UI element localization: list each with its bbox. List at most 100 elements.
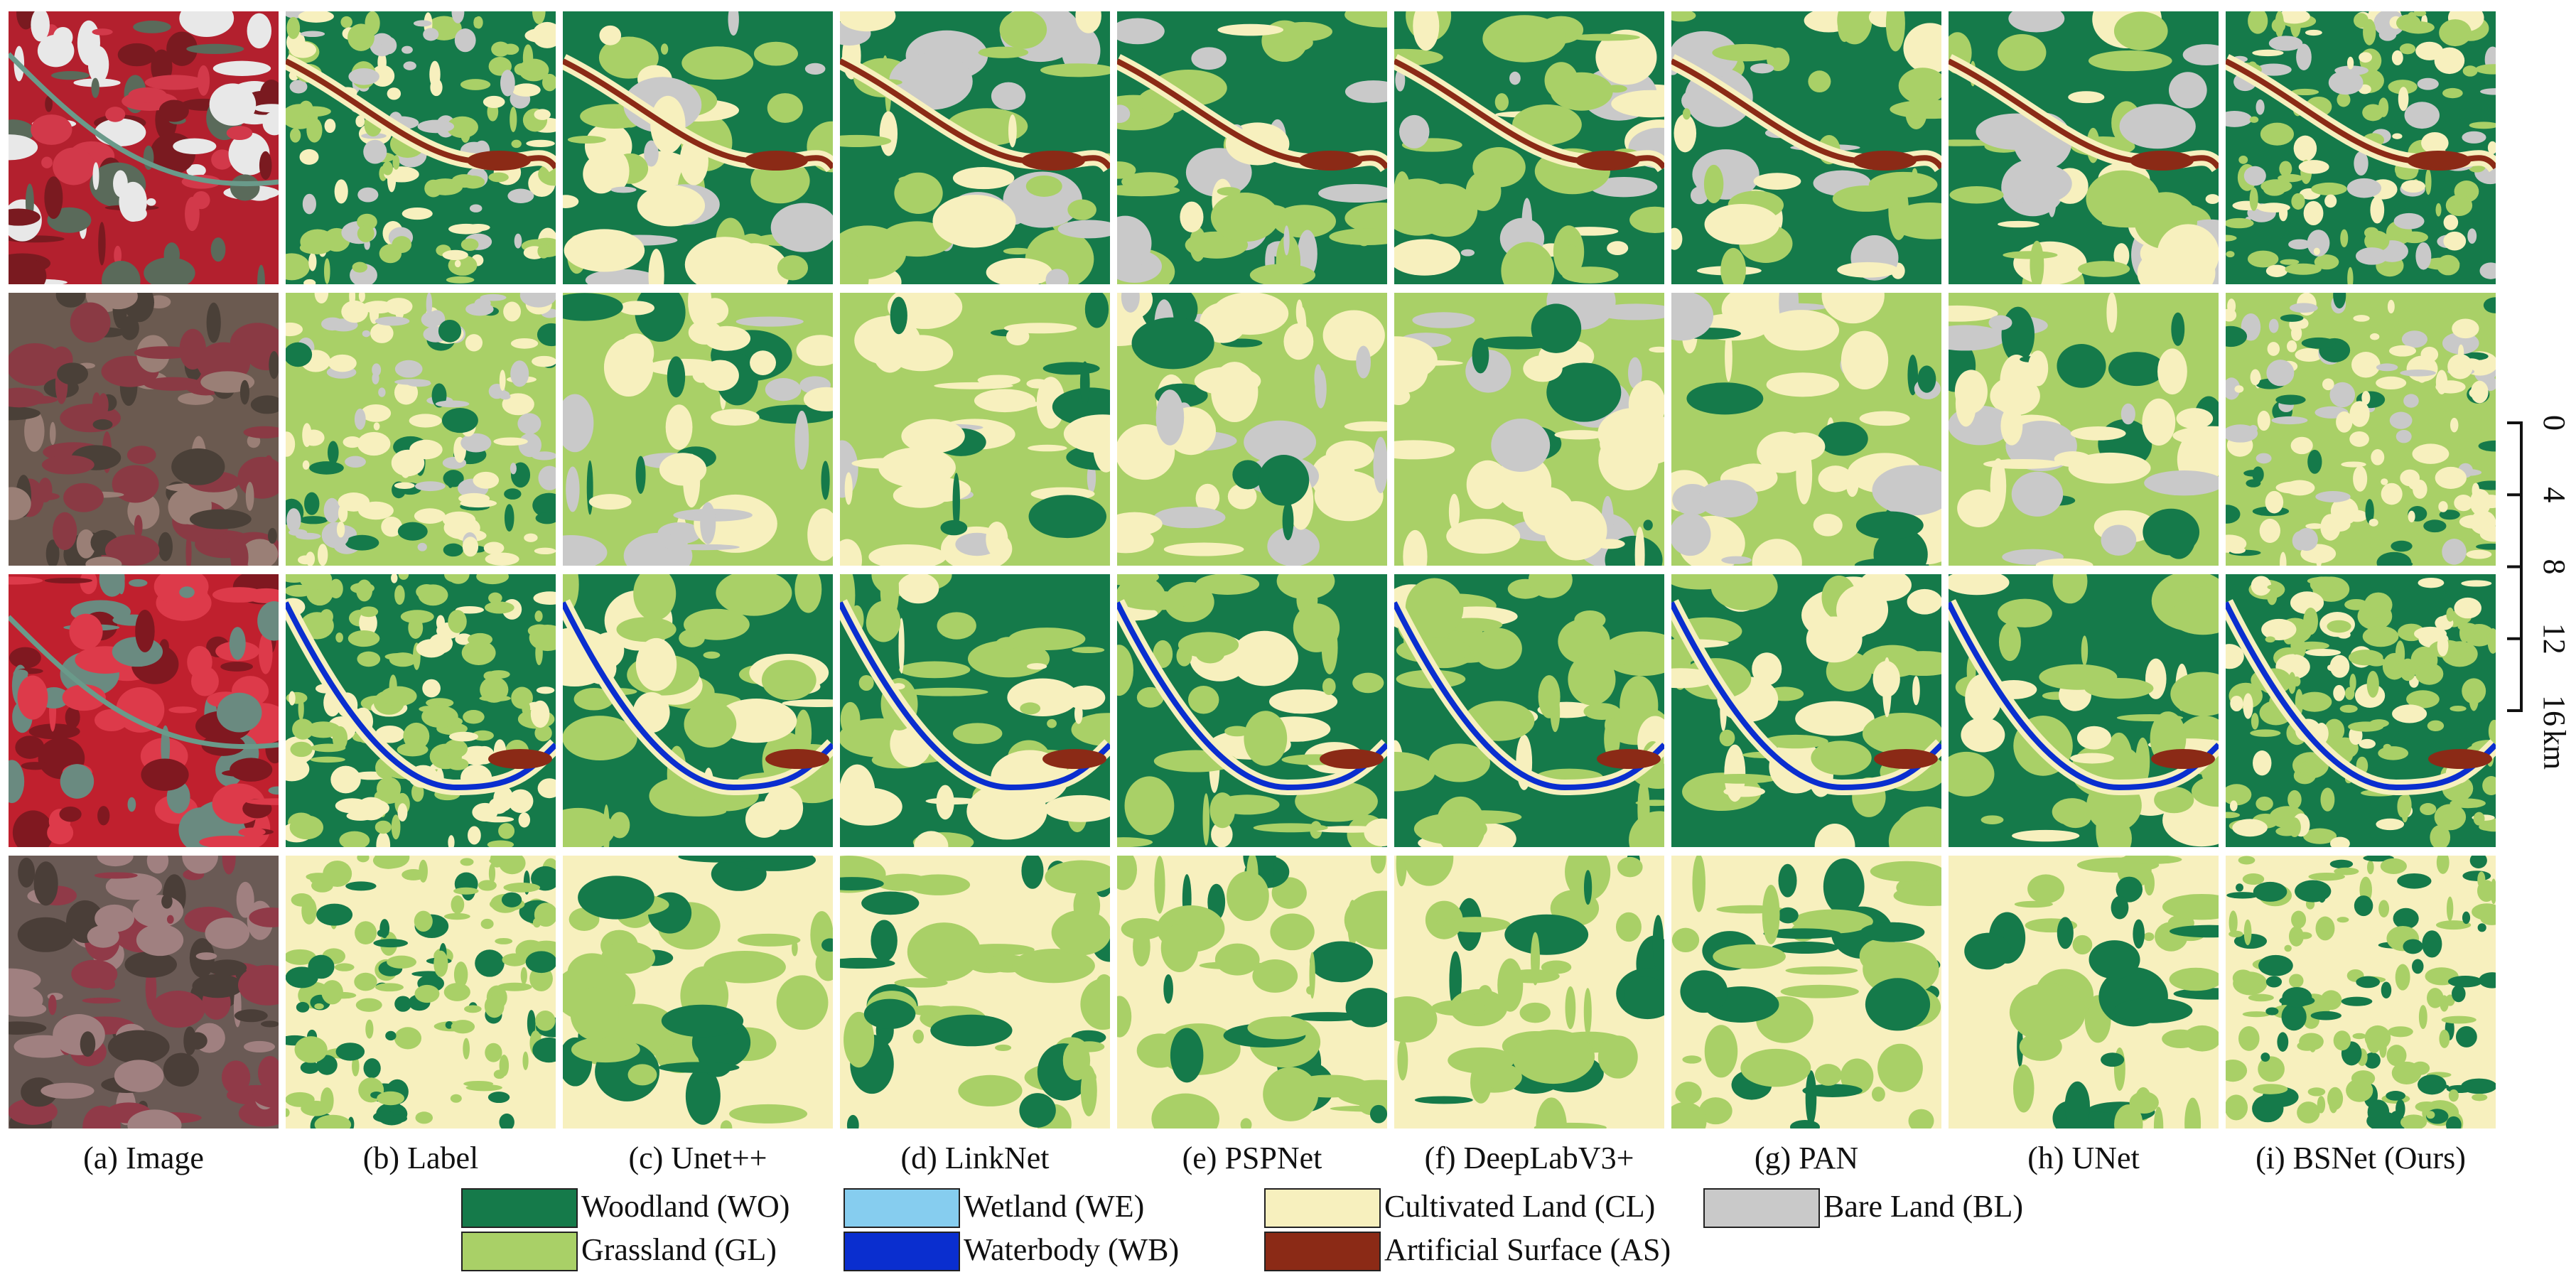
region xyxy=(1314,364,1322,392)
region xyxy=(1623,976,1664,1019)
region xyxy=(206,302,221,343)
region xyxy=(1903,23,1941,74)
region xyxy=(37,34,75,68)
settlement xyxy=(1575,151,1639,171)
region xyxy=(65,706,80,728)
region xyxy=(1671,927,1700,953)
region xyxy=(1752,652,1782,686)
region xyxy=(1699,1097,1732,1125)
region xyxy=(2229,910,2238,935)
region xyxy=(2070,753,2114,764)
region xyxy=(1634,527,1645,566)
region xyxy=(1370,856,1386,874)
region xyxy=(1020,702,1041,715)
region xyxy=(1649,346,1664,353)
region xyxy=(1040,63,1110,77)
region xyxy=(406,379,431,387)
river-core xyxy=(1117,58,1387,170)
region xyxy=(59,806,82,822)
region xyxy=(45,539,60,566)
region xyxy=(1611,90,1664,118)
region xyxy=(245,798,279,805)
region xyxy=(374,983,404,992)
region xyxy=(678,856,762,863)
river-core xyxy=(1394,58,1664,170)
region xyxy=(2388,345,2417,357)
region xyxy=(851,458,920,469)
region xyxy=(1003,247,1033,255)
region xyxy=(9,487,31,520)
region xyxy=(1536,1097,1567,1129)
region xyxy=(2472,483,2480,499)
map-panel xyxy=(286,856,556,1129)
region xyxy=(2101,524,2137,556)
region xyxy=(460,433,492,453)
region xyxy=(187,1032,208,1050)
region xyxy=(1394,996,1438,1043)
region xyxy=(1428,743,1491,782)
region xyxy=(9,406,41,421)
region xyxy=(1652,915,1664,971)
region xyxy=(991,82,1026,110)
region xyxy=(422,679,441,698)
river-core xyxy=(1117,601,1387,791)
region xyxy=(782,699,833,707)
region xyxy=(1643,519,1653,531)
region xyxy=(2392,133,2403,139)
region xyxy=(894,172,943,215)
region xyxy=(268,786,279,795)
region xyxy=(1823,858,1865,915)
region xyxy=(85,556,122,566)
region xyxy=(1460,249,1475,257)
region xyxy=(2106,293,2118,333)
region xyxy=(239,379,250,405)
region xyxy=(2250,729,2281,737)
river-core xyxy=(1671,58,1941,170)
region xyxy=(2400,1114,2427,1129)
region xyxy=(2450,417,2459,433)
region xyxy=(700,502,716,544)
region xyxy=(286,253,311,281)
region xyxy=(1523,355,1563,382)
region xyxy=(1814,824,1855,847)
region xyxy=(2114,1104,2143,1129)
region xyxy=(2352,1033,2366,1040)
region xyxy=(2229,546,2246,554)
region xyxy=(532,1037,556,1063)
region xyxy=(504,488,522,500)
region xyxy=(906,874,971,895)
region xyxy=(2361,391,2371,405)
region xyxy=(510,463,517,475)
region xyxy=(2253,881,2287,902)
region xyxy=(2169,925,2219,938)
map-panel xyxy=(9,11,279,284)
region xyxy=(571,1036,640,1063)
region xyxy=(446,758,469,770)
region xyxy=(1282,501,1294,541)
region xyxy=(2349,401,2370,427)
region xyxy=(9,257,47,284)
region xyxy=(1012,949,1095,984)
map-panel xyxy=(1671,574,1941,847)
region xyxy=(1121,172,1179,192)
region xyxy=(2337,92,2351,107)
panel-content xyxy=(840,293,1110,566)
region xyxy=(2315,916,2335,941)
region xyxy=(1813,514,1843,537)
region xyxy=(102,261,141,284)
region xyxy=(2249,187,2258,211)
region xyxy=(2404,102,2440,129)
region xyxy=(846,1114,859,1129)
region xyxy=(158,99,189,122)
region xyxy=(522,1051,529,1070)
region xyxy=(2324,718,2345,742)
region xyxy=(442,249,468,261)
region xyxy=(1628,357,1642,389)
region xyxy=(2187,581,2207,588)
region xyxy=(482,816,514,823)
region xyxy=(2260,122,2294,146)
region xyxy=(290,741,313,758)
region xyxy=(426,293,433,317)
region xyxy=(1276,21,1332,42)
region xyxy=(1067,199,1096,220)
